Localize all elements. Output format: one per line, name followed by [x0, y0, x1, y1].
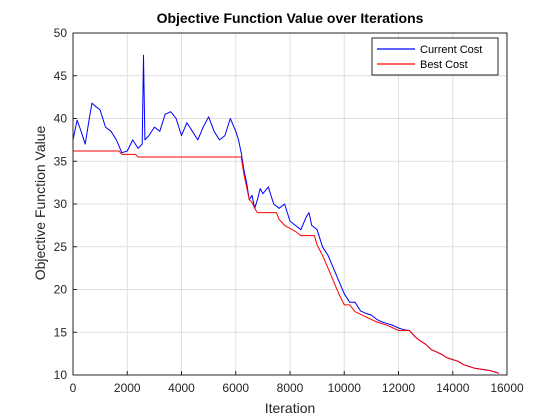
- x-axis-label: Iteration: [265, 400, 316, 416]
- best-cost-line: [73, 150, 500, 374]
- legend-box: [371, 37, 499, 76]
- y-tick-label: 50: [54, 26, 68, 40]
- y-tick-label: 40: [54, 112, 68, 126]
- series-layer: [72, 54, 500, 374]
- y-tick-label: 35: [54, 154, 68, 168]
- x-tick-label: 6000: [222, 381, 249, 395]
- y-tick-label: 15: [54, 325, 68, 339]
- legend-label-best-cost: Best Cost: [420, 59, 468, 71]
- chart-title: Objective Function Value over Iterations: [157, 10, 424, 26]
- x-tick-label: 8000: [277, 381, 304, 395]
- x-tick-label: 16000: [490, 381, 524, 395]
- x-tick-label: 2000: [114, 381, 141, 395]
- axis-ticks: 0 2000 4000 6000 8000 10000 12000 14000 16000 10 1…: [54, 26, 524, 395]
- x-tick-label: 0: [70, 381, 77, 395]
- y-tick-label: 30: [54, 197, 68, 211]
- y-tick-label: 45: [54, 69, 68, 83]
- x-tick-label: 14000: [436, 381, 470, 395]
- legend: Current Cost Best Cost: [371, 37, 499, 76]
- y-tick-label: 10: [54, 368, 68, 382]
- legend-label-current-cost: Current Cost: [420, 44, 482, 56]
- x-tick-label: 10000: [328, 381, 362, 395]
- x-tick-label: 12000: [382, 381, 416, 395]
- x-tick-label: 4000: [168, 381, 195, 395]
- y-axis-label: Objective Function Value: [32, 125, 48, 280]
- y-tick-label: 20: [54, 283, 68, 297]
- y-tick-label: 25: [54, 240, 68, 254]
